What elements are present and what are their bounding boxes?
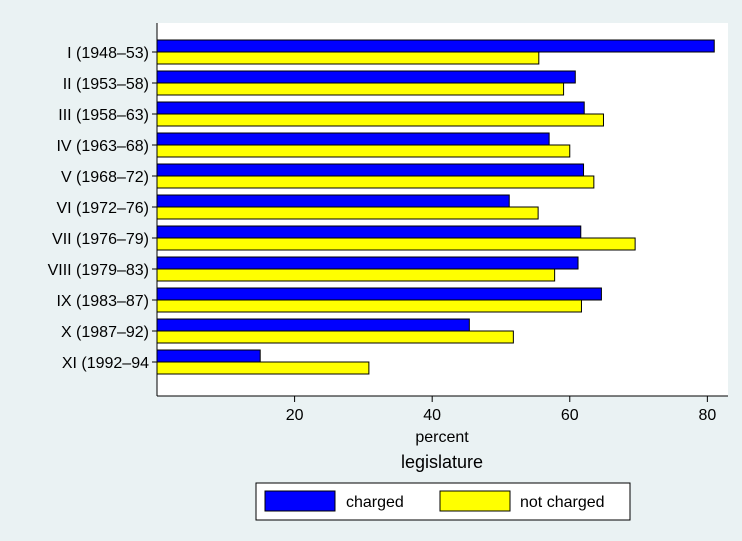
bar-charged	[156, 318, 470, 332]
category-label: V (1968–72)	[61, 169, 149, 186]
category-label: III (1958–63)	[58, 107, 149, 124]
legend: charged not charged	[255, 482, 631, 521]
category-label: XI (1992–94	[62, 355, 149, 372]
x-tick-label: 20	[286, 407, 304, 424]
bar-charged	[156, 256, 579, 270]
bar-charged	[156, 163, 585, 177]
category-label: VIII (1979–83)	[48, 262, 149, 279]
x-tick-label: 80	[698, 407, 716, 424]
category-label: X (1987–92)	[61, 324, 149, 341]
bar-not-charged	[156, 175, 595, 189]
bar-not-charged	[156, 237, 636, 251]
bar-not-charged	[156, 299, 582, 313]
bar-not-charged	[156, 113, 604, 127]
bar-charged	[156, 225, 582, 239]
bar-not-charged	[156, 206, 539, 220]
bar-charged	[156, 101, 585, 115]
bar-not-charged	[156, 82, 565, 96]
category-label: VI (1972–76)	[56, 200, 149, 217]
x-axis-title: percent	[415, 429, 469, 446]
bar-not-charged	[156, 268, 556, 282]
category-label: II (1953–58)	[63, 76, 149, 93]
category-labels-layer: I (1948–53) II (1953–58) III (1958–63) IV (…	[48, 45, 157, 372]
x-tick-label: 40	[423, 407, 441, 424]
legend-label-charged: charged	[346, 494, 404, 511]
category-label: IV (1963–68)	[56, 138, 149, 155]
bar-not-charged	[156, 51, 540, 65]
category-label: I (1948–53)	[67, 45, 149, 62]
bar-not-charged	[156, 144, 571, 158]
bar-not-charged	[156, 330, 514, 344]
bar-charged	[156, 132, 550, 146]
bar-not-charged	[156, 361, 370, 375]
bar-charged	[156, 39, 715, 53]
group-title: legislature	[401, 452, 483, 472]
bar-charged	[156, 287, 602, 301]
bar-charged	[156, 349, 261, 363]
category-label: VII (1976–79)	[52, 231, 149, 248]
legend-swatch-charged	[264, 490, 336, 512]
legend-label-not-charged: not charged	[520, 494, 605, 511]
bar-charged	[156, 194, 510, 208]
x-tick-label: 60	[561, 407, 579, 424]
x-ticks-layer: 20 40 60 80	[286, 396, 716, 424]
legend-swatch-not-charged	[439, 490, 511, 512]
bar-charged	[156, 70, 576, 84]
category-label: IX (1983–87)	[56, 293, 149, 310]
